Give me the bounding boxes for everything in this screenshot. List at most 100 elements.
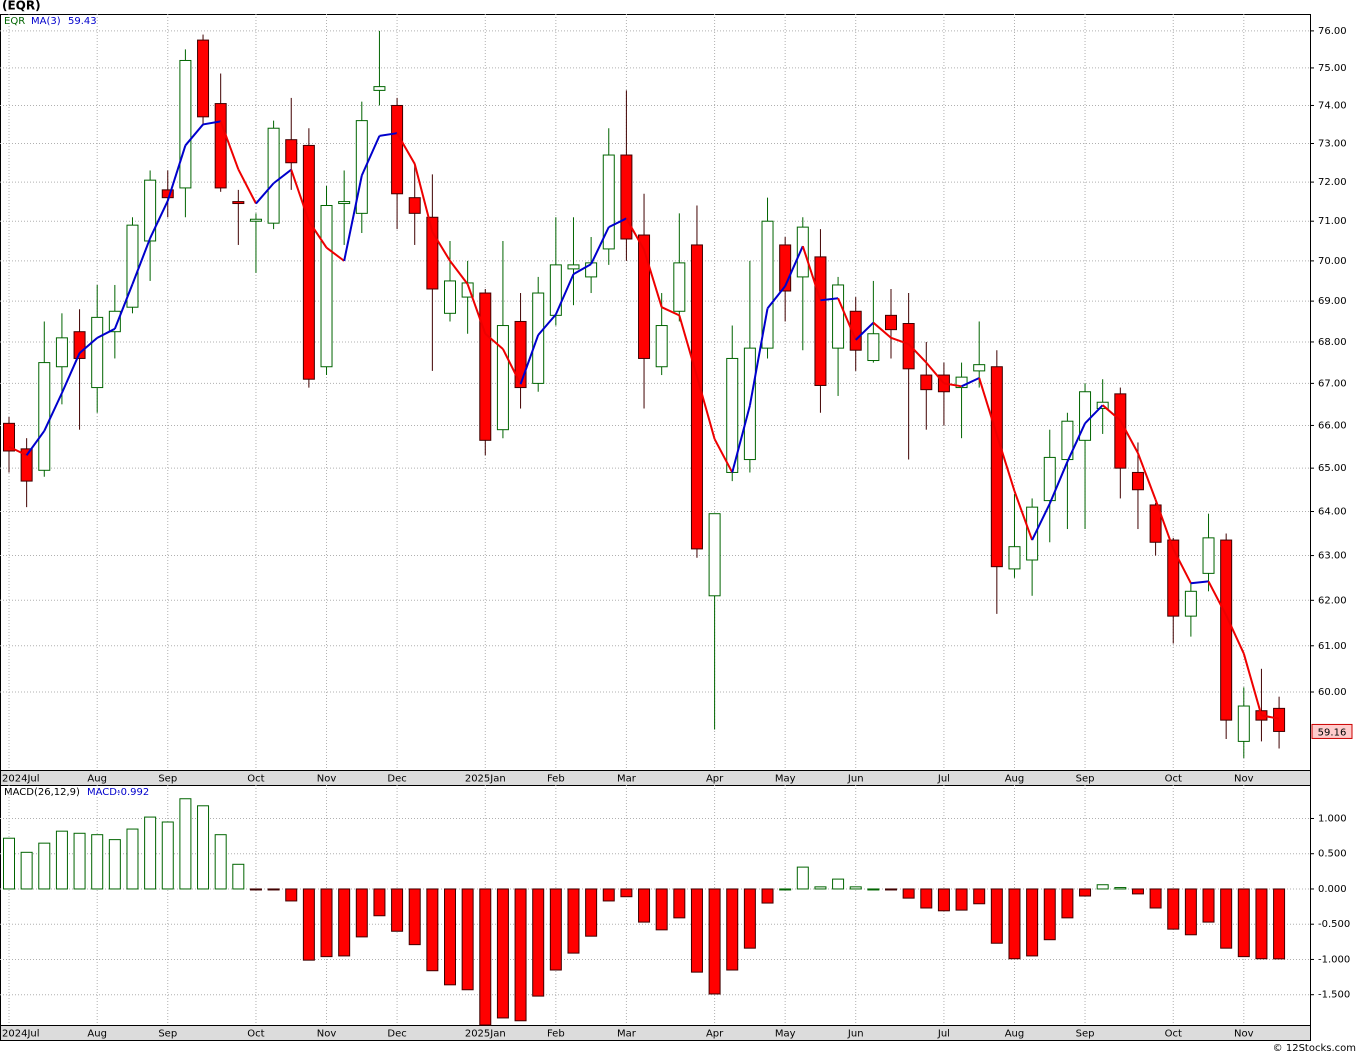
legend-macd-prefix: MACD:	[87, 787, 120, 798]
y-tick-label: -0.500	[1318, 919, 1350, 930]
ma-segment	[360, 135, 381, 176]
macd-bar	[726, 888, 739, 971]
ma-segment	[396, 132, 416, 165]
candle-body	[249, 218, 262, 222]
macd-bar	[126, 828, 139, 890]
ma-segment	[801, 245, 822, 301]
macd-bar	[38, 842, 51, 890]
x-tick-label: Nov	[317, 774, 337, 785]
candle-body	[955, 376, 968, 389]
y-tick-label: 61.00	[1318, 641, 1347, 652]
candle-body	[1008, 546, 1021, 570]
macd-bar	[779, 888, 792, 891]
ma-segment	[731, 405, 751, 473]
ma-segment	[766, 285, 786, 310]
ma-segment	[572, 263, 592, 275]
y-tick-label: 0.500	[1318, 849, 1347, 860]
y-tick-label: 68.00	[1318, 337, 1347, 348]
y-tick-label: 72.00	[1318, 177, 1347, 188]
ma-segment	[1242, 653, 1263, 716]
ma-segment	[907, 343, 928, 364]
x-tick-label: Jul	[937, 1029, 950, 1040]
x-tick-label: Nov	[1234, 1029, 1254, 1040]
ma-segment	[925, 361, 945, 385]
candle-body	[796, 226, 809, 278]
candle-body	[338, 201, 351, 205]
candle-body	[73, 331, 86, 359]
x-tick-label: Aug	[87, 1029, 107, 1040]
macd-bar	[955, 888, 968, 911]
ma-segment	[713, 438, 734, 473]
candle-body	[673, 262, 686, 312]
macd-bar	[461, 888, 474, 991]
macd-bar	[832, 878, 845, 890]
macd-bar	[355, 888, 368, 938]
y-tick-label: 62.00	[1318, 595, 1347, 606]
y-tick-label: 64.00	[1318, 507, 1347, 518]
macd-bar	[232, 863, 245, 890]
macd-bar	[108, 839, 121, 890]
macd-bar	[743, 888, 756, 949]
macd-bar	[1061, 888, 1074, 919]
macd-bar	[373, 888, 386, 917]
ma-segment	[449, 260, 469, 285]
macd-bar	[655, 888, 668, 931]
macd-bar	[514, 888, 527, 1022]
macd-bar	[1167, 888, 1180, 930]
macd-bar	[479, 888, 492, 1026]
candle-body	[849, 310, 862, 351]
x-tick-label: Apr	[706, 774, 724, 785]
candle-body	[108, 310, 121, 333]
macd-bar	[867, 888, 880, 891]
ma-segment	[1172, 548, 1192, 584]
candle-body	[20, 448, 33, 482]
macd-bar	[849, 886, 862, 890]
ma-segment	[1066, 422, 1086, 463]
y-tick-label: 0.000	[1318, 884, 1347, 895]
macd-bar	[179, 798, 192, 890]
candle-body	[197, 39, 210, 118]
x-tick-label: 2024Jul	[2, 1029, 40, 1040]
macd-bar	[1255, 888, 1268, 960]
macd-bar	[990, 888, 1003, 944]
y-tick-label: 60.00	[1318, 687, 1347, 698]
y-tick-label: 71.00	[1318, 216, 1347, 227]
legend-ma-name: MA(3)	[31, 16, 61, 27]
ma-segment	[1190, 580, 1209, 585]
candle-body	[426, 216, 439, 290]
ma-segment	[661, 306, 680, 317]
candle-body	[1131, 471, 1144, 491]
ma-segment	[1261, 714, 1280, 720]
x-tick-label: Feb	[547, 1029, 565, 1040]
candle-body	[91, 316, 104, 389]
ma-segment	[379, 132, 398, 137]
macd-bar	[1114, 887, 1127, 890]
macd-bar	[1096, 884, 1109, 890]
macd-bar	[302, 888, 315, 961]
macd-bar	[3, 837, 15, 890]
x-tick-label: Sep	[158, 1029, 177, 1040]
x-tick-label: Jul	[937, 774, 950, 785]
y-tick-label: 73.00	[1318, 139, 1347, 150]
candle-body	[179, 59, 192, 189]
macd-bar	[761, 888, 774, 904]
candle-body	[832, 284, 845, 349]
legend-macd-name: MACD(26,12,9)	[4, 787, 80, 798]
ma-segment	[1154, 499, 1175, 550]
x-tick-label: Sep	[158, 774, 177, 785]
ma-segment	[748, 308, 769, 406]
ma-segment	[255, 182, 275, 205]
candle-body	[496, 325, 509, 431]
candle-body	[1149, 504, 1162, 543]
candle-body	[444, 280, 456, 314]
macd-bar	[1273, 888, 1286, 960]
candle-body	[1079, 391, 1092, 441]
date-strip	[0, 1025, 1311, 1041]
legend-macd-value: -0.992	[117, 787, 149, 798]
macd-bar	[249, 888, 262, 891]
candle-body	[990, 366, 1003, 568]
y-tick-label: -1.500	[1318, 990, 1350, 1001]
x-tick-label: Oct	[1165, 774, 1182, 785]
macd-bar	[20, 851, 33, 890]
macd-bar	[549, 888, 562, 971]
